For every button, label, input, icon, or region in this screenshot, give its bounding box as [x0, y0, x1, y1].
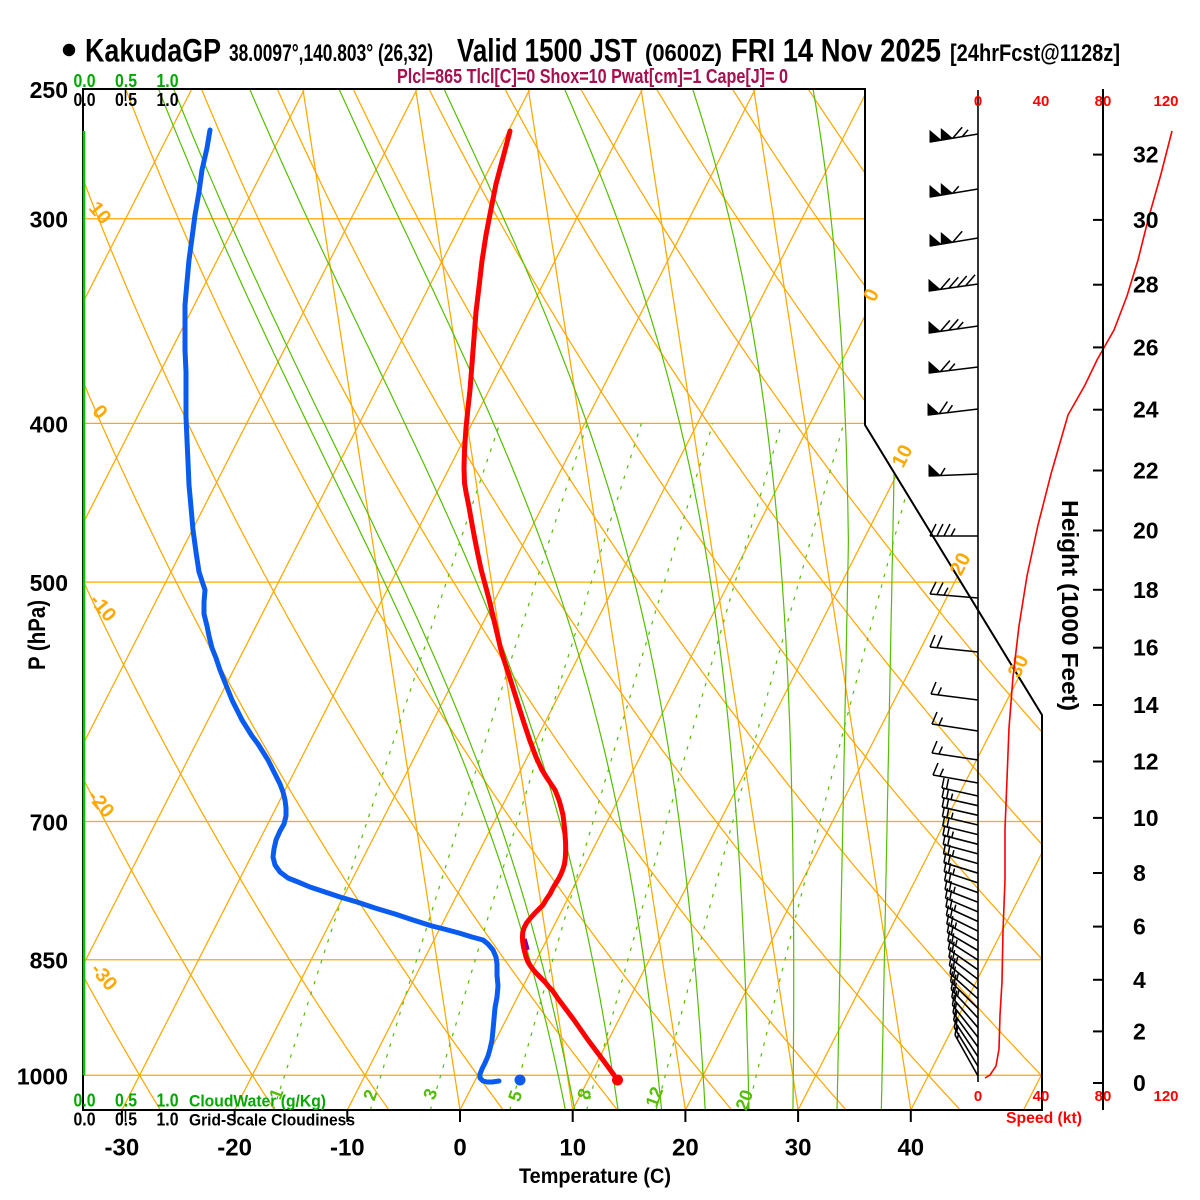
- svg-text:20: 20: [1133, 518, 1159, 544]
- svg-text:40: 40: [897, 1135, 924, 1162]
- svg-text:26: 26: [1133, 334, 1159, 360]
- svg-text:8: 8: [1133, 860, 1146, 886]
- svg-text:40: 40: [1033, 93, 1050, 110]
- svg-text:38.0097°,140.803° (26,32): 38.0097°,140.803° (26,32): [229, 40, 433, 67]
- svg-text:Height (1000 Feet): Height (1000 Feet): [1057, 500, 1083, 711]
- svg-text:850: 850: [30, 948, 68, 974]
- svg-text:0.0: 0.0: [74, 1091, 96, 1111]
- svg-text:1000: 1000: [17, 1063, 68, 1089]
- svg-text:0: 0: [974, 1088, 982, 1105]
- svg-text:Plcl=865 Tlcl[C]=0 Shox=10 Pwa: Plcl=865 Tlcl[C]=0 Shox=10 Pwat[cm]=1 Ca…: [397, 66, 788, 88]
- svg-text:(0600Z): (0600Z): [645, 40, 722, 67]
- svg-text:0: 0: [453, 1135, 466, 1162]
- svg-text:-20: -20: [217, 1135, 252, 1162]
- svg-text:0: 0: [974, 93, 982, 110]
- svg-text:32: 32: [1133, 142, 1159, 168]
- svg-text:0.5: 0.5: [115, 1091, 137, 1111]
- svg-text:-10: -10: [330, 1135, 365, 1162]
- svg-text:1.0: 1.0: [157, 71, 179, 91]
- svg-text:22: 22: [1133, 458, 1159, 484]
- svg-text:[24hrFcst@1128z]: [24hrFcst@1128z]: [950, 40, 1120, 67]
- svg-text:Valid 1500 JST: Valid 1500 JST: [457, 33, 637, 69]
- svg-text:0.0: 0.0: [74, 71, 96, 91]
- svg-text:1.0: 1.0: [157, 90, 179, 110]
- svg-text:2: 2: [1133, 1018, 1146, 1044]
- svg-text:28: 28: [1133, 272, 1159, 298]
- svg-text:0.5: 0.5: [115, 90, 137, 110]
- svg-text:10: 10: [559, 1135, 586, 1162]
- svg-text:120: 120: [1153, 93, 1178, 110]
- svg-text:700: 700: [30, 810, 68, 836]
- svg-text:30: 30: [1133, 207, 1159, 233]
- svg-text:Grid-Scale Cloudiness: Grid-Scale Cloudiness: [189, 1111, 355, 1130]
- svg-text:40: 40: [1033, 1088, 1050, 1105]
- svg-text:120: 120: [1153, 1088, 1178, 1105]
- svg-text:300: 300: [30, 207, 68, 233]
- svg-text:20: 20: [672, 1135, 699, 1162]
- svg-text:80: 80: [1095, 1088, 1112, 1105]
- svg-text:Speed (kt): Speed (kt): [1006, 1110, 1082, 1127]
- svg-text:250: 250: [30, 77, 68, 103]
- svg-text:-30: -30: [105, 1135, 140, 1162]
- svg-text:4: 4: [1133, 967, 1146, 993]
- svg-text:KakudaGP: KakudaGP: [85, 33, 221, 69]
- svg-text:P (hPa): P (hPa): [24, 600, 51, 670]
- svg-text:FRI 14 Nov 2025: FRI 14 Nov 2025: [731, 33, 941, 69]
- svg-text:14: 14: [1133, 692, 1159, 718]
- svg-text:400: 400: [30, 411, 68, 437]
- svg-text:0.0: 0.0: [74, 90, 96, 110]
- svg-text:6: 6: [1133, 914, 1146, 940]
- svg-text:18: 18: [1133, 577, 1159, 603]
- svg-text:16: 16: [1133, 635, 1159, 661]
- svg-text:30: 30: [785, 1135, 812, 1162]
- svg-text:0.5: 0.5: [115, 1110, 137, 1130]
- svg-text:12: 12: [1133, 749, 1159, 775]
- svg-text:0: 0: [1133, 1070, 1146, 1096]
- svg-text:1.0: 1.0: [157, 1091, 179, 1111]
- svg-text:0.5: 0.5: [115, 71, 137, 91]
- svg-text:24: 24: [1133, 397, 1159, 423]
- svg-text:Temperature (C): Temperature (C): [519, 1165, 671, 1188]
- svg-text:CloudWater (g/Kg): CloudWater (g/Kg): [189, 1092, 326, 1111]
- svg-text:1.0: 1.0: [157, 1110, 179, 1130]
- svg-text:0.0: 0.0: [74, 1110, 96, 1130]
- svg-text:10: 10: [1133, 805, 1159, 831]
- svg-text:80: 80: [1095, 93, 1112, 110]
- svg-text:500: 500: [30, 570, 68, 596]
